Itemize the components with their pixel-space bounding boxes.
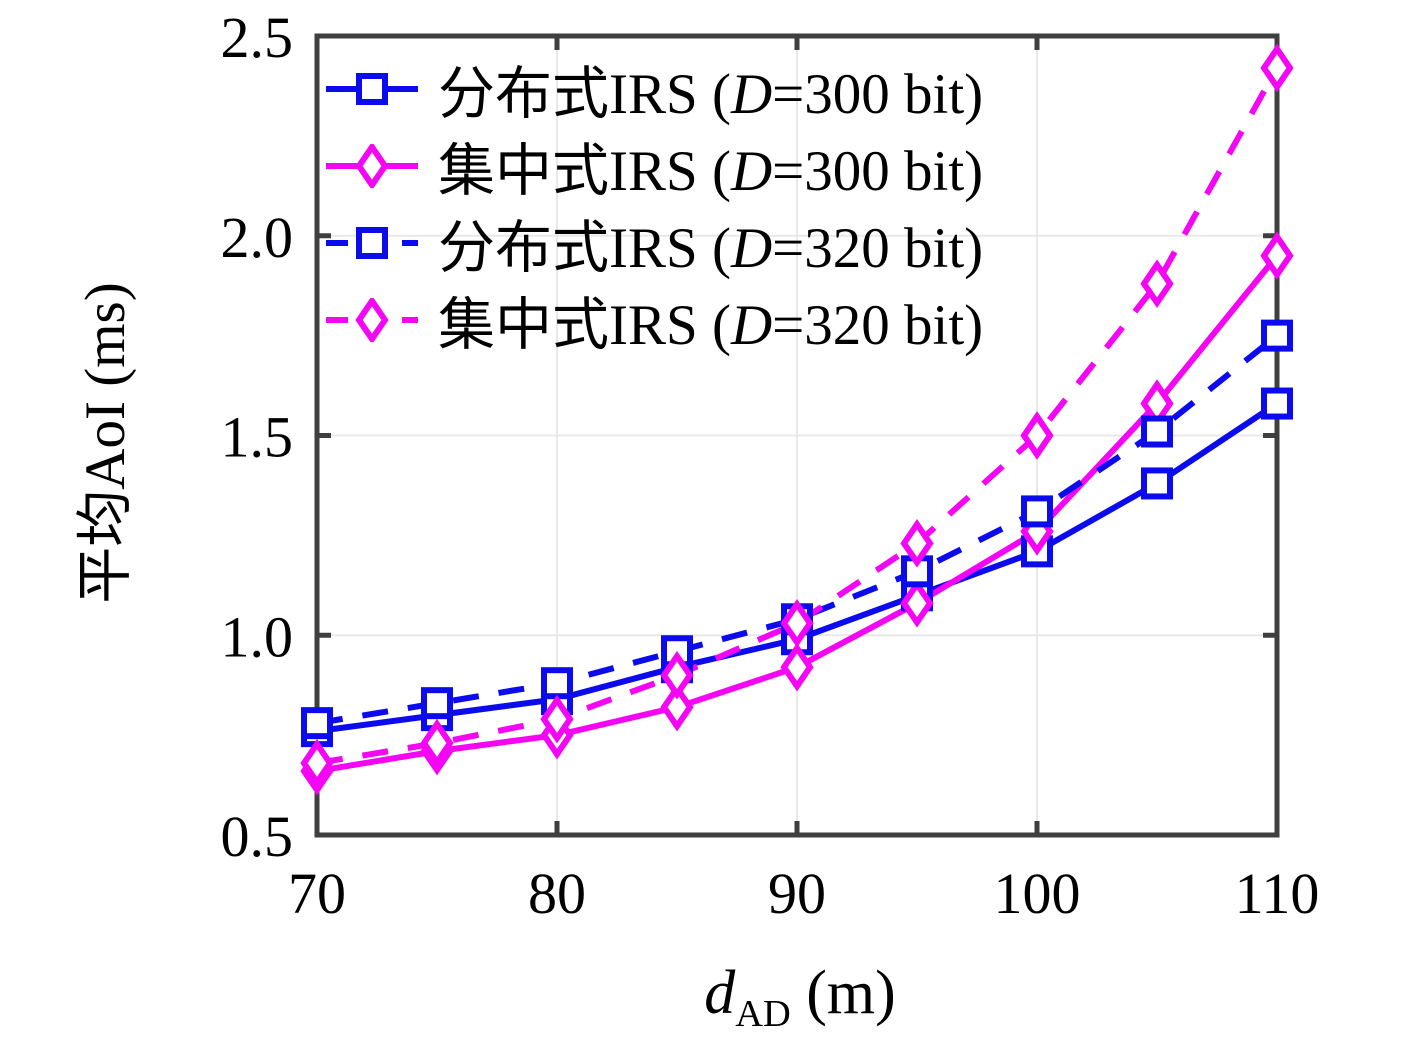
legend-label-variable: D	[730, 216, 773, 280]
legend-line-sample-icon	[326, 297, 418, 342]
legend-label: 集中式IRS (D=300 bit)	[438, 125, 983, 207]
marker-diamond	[660, 682, 694, 732]
legend-label-variable: D	[730, 293, 773, 357]
marker-square	[421, 687, 453, 720]
marker-diamond	[660, 650, 694, 700]
legend-label: 集中式IRS (D=320 bit)	[438, 279, 983, 361]
legend-label-text: 集中式IRS (	[438, 139, 731, 203]
legend-label: 分布式IRS (D=320 bit)	[438, 202, 983, 284]
marker-diamond	[1020, 411, 1054, 460]
legend-label-text: 集中式IRS (	[438, 293, 731, 357]
y-tick-label: 2.0	[221, 205, 294, 270]
series-line-3	[316, 66, 1280, 767]
legend: 分布式IRS (D=300 bit) 集中式IRS (D=300 bit) 分布…	[322, 50, 983, 358]
marker-diamond	[900, 519, 934, 568]
y-tick-label: 0.5	[221, 804, 294, 869]
legend-item-distributed-300: 分布式IRS (D=300 bit)	[322, 50, 983, 127]
series-line-2	[316, 333, 1279, 727]
legend-label-variable: D	[730, 139, 773, 203]
legend-label-text: =320 bit)	[772, 216, 984, 280]
x-tick-label: 90	[768, 861, 826, 926]
x-label-subscript: AD	[735, 993, 791, 1036]
marker-diamond	[780, 642, 814, 692]
legend-item-centralized-300: 集中式IRS (D=300 bit)	[322, 127, 983, 204]
marker-diamond	[355, 297, 389, 342]
legend-label-text: =300 bit)	[772, 139, 984, 203]
y-tick-label: 1.5	[221, 405, 294, 470]
marker-square	[1261, 387, 1293, 420]
x-tick-label: 110	[1235, 861, 1320, 926]
marker-square	[1261, 319, 1293, 352]
legend-label-text: 分布式IRS (	[438, 62, 731, 126]
marker-square	[301, 707, 333, 740]
legend-line-sample-icon	[326, 226, 418, 259]
legend-label-variable: D	[730, 62, 773, 126]
legend-label: 分布式IRS (D=300 bit)	[438, 48, 983, 130]
marker-diamond	[900, 578, 934, 628]
x-label-symbol: d	[704, 958, 736, 1027]
marker-diamond	[1260, 43, 1294, 93]
x-tick-label: 70	[288, 861, 346, 926]
marker-diamond	[1140, 259, 1174, 309]
x-tick-label: 80	[528, 861, 586, 926]
legend-item-distributed-320: 分布式IRS (D=320 bit)	[322, 204, 983, 281]
marker-square	[1141, 467, 1173, 500]
legend-item-centralized-320: 集中式IRS (D=320 bit)	[322, 281, 983, 358]
marker-diamond	[355, 143, 389, 188]
marker-diamond	[1260, 231, 1294, 281]
marker-diamond	[540, 694, 574, 744]
legend-label-text: 分布式IRS (	[438, 216, 731, 280]
y-tick-label: 2.5	[221, 5, 294, 70]
x-tick-label: 100	[994, 861, 1081, 926]
marker-square	[356, 226, 388, 259]
marker-square	[356, 72, 388, 105]
marker-diamond	[420, 718, 454, 768]
legend-line-sample-icon	[326, 72, 418, 105]
legend-label-text: =320 bit)	[772, 293, 984, 357]
marker-diamond	[780, 598, 814, 648]
marker-square	[1021, 495, 1053, 528]
x-label-unit: (m)	[790, 958, 896, 1027]
y-tick-label: 1.0	[221, 604, 294, 669]
legend-line-sample-icon	[326, 143, 418, 188]
marker-diamond	[300, 738, 334, 788]
marker-square	[541, 667, 573, 700]
marker-square	[1141, 415, 1173, 448]
legend-label-text: =300 bit)	[772, 62, 984, 126]
x-axis-label: dAD (m)	[704, 958, 896, 1036]
y-axis-label: 平均AoI (ms)	[74, 282, 137, 604]
